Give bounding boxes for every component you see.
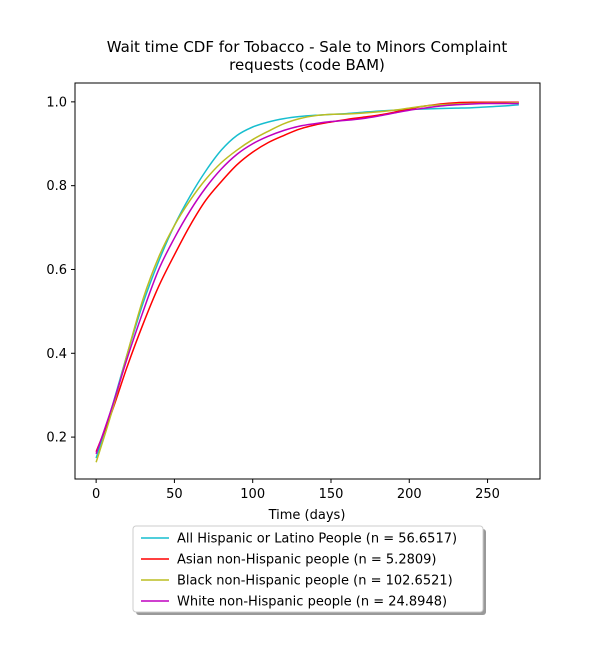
legend-label-3: Black non-Hispanic people (n = 102.6521): [177, 574, 453, 589]
y-tick-label: 0.6: [46, 263, 67, 278]
x-tick-label: 250: [475, 487, 500, 502]
plot-frame: [74, 82, 541, 480]
legend: All Hispanic or Latino People (n = 56.65…: [132, 525, 486, 615]
x-axis-ticks: 0 50 100 150 200 250: [92, 479, 500, 502]
legend-label-4: White non-Hispanic people (n = 24.8948): [177, 595, 447, 610]
chart-title: Wait time CDF for Tobacco - Sale to Mino…: [107, 38, 508, 74]
y-tick-label: 0.2: [46, 431, 67, 446]
y-tick-label: 1.0: [46, 95, 67, 110]
y-axis-ticks: 0.2 0.4 0.6 0.8 1.0: [46, 95, 75, 446]
x-tick-label: 50: [166, 487, 183, 502]
legend-label-1: All Hispanic or Latino People (n = 56.65…: [177, 532, 457, 547]
x-tick-label: 100: [240, 487, 265, 502]
chart-title-line-2: requests (code BAM): [229, 56, 385, 74]
x-tick-label: 200: [397, 487, 422, 502]
series-line-2: [95, 101, 519, 453]
plot-area: [74, 82, 541, 480]
chart-title-line-1: Wait time CDF for Tobacco - Sale to Mino…: [107, 38, 508, 56]
y-tick-label: 0.8: [46, 179, 67, 194]
legend-box: [132, 525, 484, 613]
series-line-3: [95, 101, 519, 463]
series-line-4: [95, 102, 519, 455]
series-line-1: [95, 104, 519, 459]
x-tick-label: 150: [319, 487, 344, 502]
x-tick-label: 0: [92, 487, 100, 502]
legend-label-2: Asian non-Hispanic people (n = 5.2809): [177, 553, 436, 568]
y-tick-label: 0.4: [46, 347, 67, 362]
x-axis-label: Time (days): [268, 508, 346, 523]
